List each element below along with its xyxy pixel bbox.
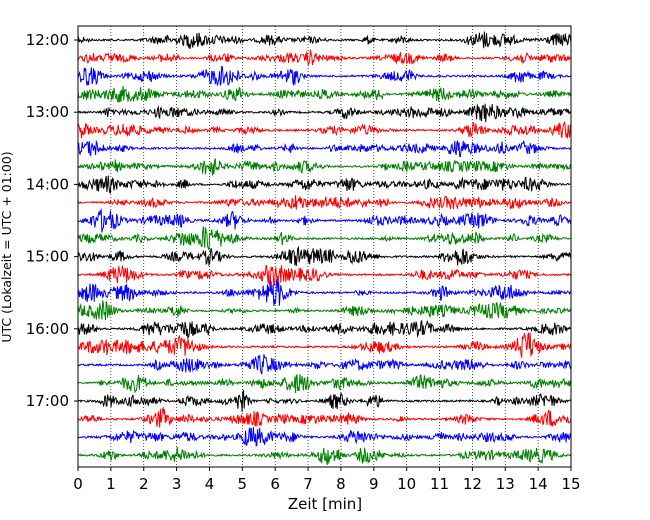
x-tick-label: 15	[561, 475, 580, 493]
trace-line	[77, 139, 572, 158]
trace-line	[77, 175, 572, 194]
x-tick-label: 6	[270, 475, 280, 493]
y-tick-label: 17:00	[26, 392, 69, 410]
y-tick-label: 12:00	[26, 31, 69, 49]
x-tick-label: 11	[430, 475, 449, 493]
x-tick-label: 14	[529, 475, 548, 493]
trace-line	[77, 390, 572, 412]
trace-line	[77, 31, 572, 49]
trace-line	[77, 158, 572, 176]
trace-line	[77, 331, 572, 358]
trace-line	[77, 195, 572, 210]
trace-line	[77, 226, 572, 252]
x-tick-label: 1	[106, 475, 116, 493]
trace-line	[77, 354, 572, 375]
trace-line	[77, 49, 572, 67]
x-tick-label: 9	[369, 475, 379, 493]
trace-line	[77, 406, 572, 428]
x-tick-label: 13	[496, 475, 515, 493]
trace-line	[77, 278, 572, 306]
x-tick-label: 8	[336, 475, 346, 493]
x-tick-label: 5	[238, 475, 248, 493]
y-axis-ticks: 12:00 13:00 14:00 15:00 16:00 17:00	[26, 31, 78, 410]
x-tick-label: 7	[303, 475, 313, 493]
trace-line	[77, 208, 572, 233]
x-tick-label: 4	[205, 475, 215, 493]
trace-line	[78, 427, 572, 448]
y-tick-label: 16:00	[26, 320, 69, 338]
trace-line	[77, 85, 572, 104]
trace-line	[77, 65, 572, 87]
trace-line	[77, 300, 572, 321]
trace-line	[77, 264, 572, 287]
trace-line	[77, 121, 572, 139]
trace-lines	[77, 31, 572, 465]
trace-line	[77, 447, 572, 465]
x-tick-label: 10	[397, 475, 416, 493]
trace-line	[77, 320, 572, 340]
x-axis-ticks: 0 1 2 3 4 5 6 7 8 9 10 11 12 13 14 15	[73, 467, 581, 493]
x-tick-label: 2	[139, 475, 149, 493]
y-tick-label: 15:00	[26, 248, 69, 266]
y-tick-label: 14:00	[26, 175, 69, 193]
y-tick-label: 13:00	[26, 103, 69, 121]
x-tick-label: 0	[73, 475, 83, 493]
trace-line	[77, 374, 572, 394]
x-tick-label: 12	[463, 475, 482, 493]
plot-frame	[77, 25, 572, 468]
trace-line	[77, 245, 572, 267]
x-tick-label: 3	[172, 475, 182, 493]
trace-line	[77, 103, 572, 123]
y-axis-label: UTC (Lokalzeit = UTC + 01:00)	[0, 151, 14, 342]
x-axis-label: Zeit [min]	[288, 495, 362, 513]
